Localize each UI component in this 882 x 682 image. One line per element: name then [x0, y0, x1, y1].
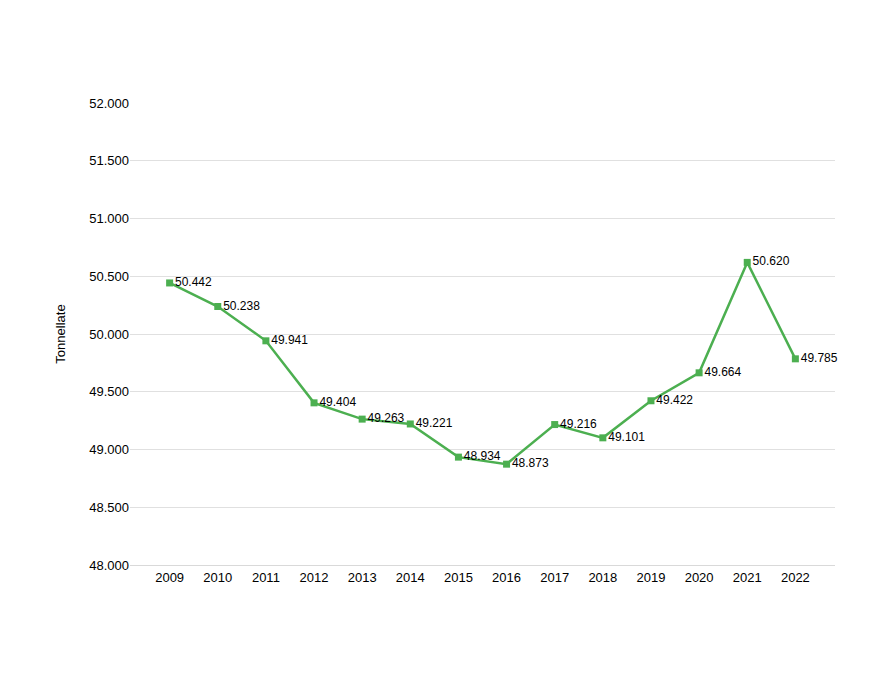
svg-text:2010: 2010 [203, 570, 232, 585]
svg-text:2017: 2017 [540, 570, 569, 585]
svg-text:2022: 2022 [781, 570, 810, 585]
svg-text:49.221: 49.221 [416, 416, 453, 430]
svg-text:50.442: 50.442 [175, 275, 212, 289]
svg-text:49.422: 49.422 [656, 393, 693, 407]
svg-text:50.000: 50.000 [89, 327, 129, 342]
svg-text:49.404: 49.404 [319, 395, 356, 409]
svg-text:2015: 2015 [444, 570, 473, 585]
svg-text:2020: 2020 [685, 570, 714, 585]
svg-text:48.000: 48.000 [89, 558, 129, 573]
svg-text:2011: 2011 [252, 570, 280, 585]
svg-text:48.934: 48.934 [464, 449, 501, 463]
svg-text:48.500: 48.500 [89, 500, 129, 515]
svg-text:2016: 2016 [492, 570, 521, 585]
svg-text:51.500: 51.500 [89, 153, 129, 168]
svg-text:49.500: 49.500 [89, 384, 129, 399]
svg-text:2018: 2018 [588, 570, 617, 585]
svg-text:48.873: 48.873 [512, 456, 549, 470]
svg-text:50.620: 50.620 [753, 254, 790, 268]
svg-text:2013: 2013 [348, 570, 377, 585]
svg-text:2014: 2014 [396, 570, 425, 585]
svg-text:49.263: 49.263 [368, 411, 405, 425]
svg-text:49.941: 49.941 [271, 333, 308, 347]
svg-text:2019: 2019 [637, 570, 666, 585]
svg-text:49.785: 49.785 [801, 351, 838, 365]
svg-text:49.101: 49.101 [608, 430, 645, 444]
svg-text:51.000: 51.000 [89, 211, 129, 226]
svg-text:Tonnellate: Tonnellate [53, 304, 68, 363]
svg-text:50.500: 50.500 [89, 269, 129, 284]
svg-text:49.664: 49.664 [704, 365, 741, 379]
svg-text:50.238: 50.238 [223, 299, 260, 313]
svg-text:52.000: 52.000 [89, 96, 129, 111]
svg-text:2009: 2009 [155, 570, 184, 585]
svg-text:2012: 2012 [300, 570, 329, 585]
svg-text:49.216: 49.216 [560, 417, 597, 431]
svg-text:2021: 2021 [733, 570, 762, 585]
svg-text:49.000: 49.000 [89, 442, 129, 457]
